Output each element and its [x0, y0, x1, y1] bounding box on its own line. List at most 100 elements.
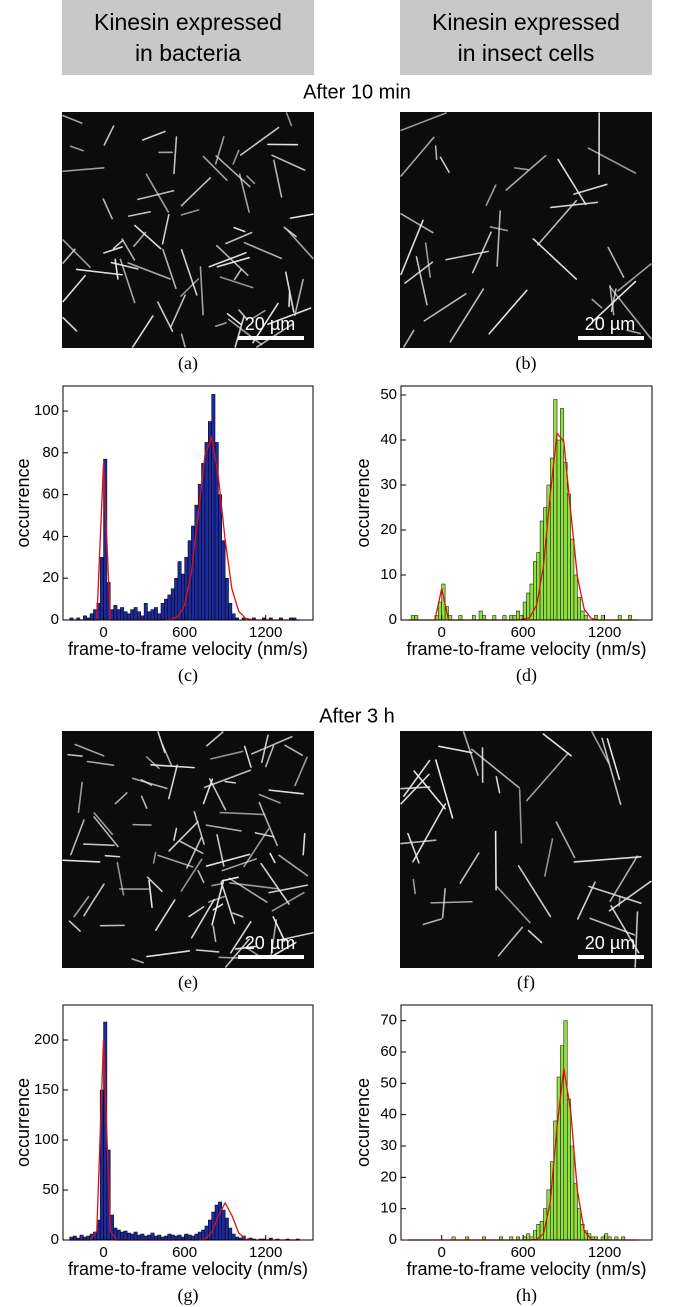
- bar: [231, 1233, 236, 1241]
- filament: [134, 224, 162, 250]
- y-tick-label: 30: [380, 1137, 397, 1154]
- filament: [287, 230, 314, 260]
- bar: [522, 601, 527, 621]
- bar: [120, 1231, 125, 1241]
- filament: [403, 329, 415, 348]
- filament: [190, 898, 215, 939]
- filament: [258, 793, 281, 804]
- filament: [83, 883, 105, 917]
- bar: [566, 493, 571, 621]
- filament: [62, 274, 86, 303]
- filament: [234, 945, 256, 950]
- filament: [210, 750, 244, 760]
- filament: [224, 780, 237, 784]
- filament: [258, 801, 278, 847]
- filament: [154, 899, 176, 932]
- y-axis-label: occurrence: [353, 1078, 373, 1167]
- bar: [570, 1145, 575, 1241]
- bar: [197, 1231, 202, 1241]
- bar: [153, 607, 158, 621]
- bar: [224, 577, 229, 621]
- filament: [145, 173, 170, 213]
- filament: [173, 827, 178, 841]
- filament: [471, 231, 492, 274]
- filament: [73, 895, 90, 918]
- filament: [157, 854, 194, 868]
- x-tick-label: 600: [511, 624, 536, 641]
- filament: [137, 189, 175, 201]
- x-tick-label: 1200: [249, 1244, 282, 1261]
- filament: [103, 125, 115, 146]
- filament: [400, 213, 434, 234]
- filament: [302, 832, 306, 856]
- scale-bar: [238, 336, 304, 340]
- filament: [271, 891, 305, 912]
- bar: [150, 609, 155, 621]
- y-tick-label: 100: [34, 402, 59, 419]
- bar: [628, 615, 632, 621]
- scale-bar-label: 20 µm: [585, 314, 635, 334]
- filament: [226, 313, 242, 326]
- panel-label: (b): [516, 353, 537, 374]
- filament: [517, 865, 552, 918]
- y-tick-label: 100: [34, 1131, 59, 1148]
- bar: [201, 1229, 206, 1241]
- filament: [114, 792, 128, 805]
- filament: [218, 956, 239, 959]
- filament: [270, 941, 297, 958]
- filament: [228, 877, 268, 903]
- y-tick-label: 50: [380, 1074, 397, 1091]
- bar: [478, 610, 483, 621]
- filament: [211, 879, 225, 926]
- filament: [202, 778, 214, 805]
- filament: [197, 869, 205, 883]
- filament: [273, 159, 283, 198]
- filament: [161, 213, 170, 245]
- filament: [214, 322, 227, 328]
- bar: [133, 607, 138, 621]
- filament: [400, 112, 447, 132]
- filament: [412, 878, 416, 895]
- filament: [77, 781, 83, 814]
- bar: [130, 1233, 135, 1241]
- filament: [251, 309, 266, 320]
- filament: [544, 838, 554, 877]
- filament: [573, 856, 642, 863]
- filament: [526, 752, 570, 802]
- filament: [412, 803, 447, 863]
- filament: [169, 294, 186, 329]
- x-tick-label: 600: [172, 1244, 197, 1261]
- filament: [591, 731, 610, 764]
- filament: [179, 840, 204, 855]
- y-tick-label: 80: [42, 444, 59, 461]
- header: in bacteria: [135, 40, 241, 66]
- bar: [184, 1233, 189, 1241]
- filament: [112, 239, 124, 250]
- filament: [404, 261, 434, 284]
- section-title: After 10 min: [303, 81, 411, 103]
- bar: [577, 597, 582, 621]
- bar: [143, 603, 148, 621]
- bar: [164, 598, 168, 621]
- filament: [193, 811, 205, 845]
- filament: [180, 278, 200, 298]
- bar: [577, 1208, 582, 1241]
- filament: [220, 881, 236, 925]
- filament: [278, 854, 309, 877]
- filament: [93, 816, 119, 848]
- filament: [283, 226, 297, 238]
- filament: [555, 821, 576, 859]
- filament: [207, 895, 225, 903]
- filament: [606, 738, 621, 781]
- bar: [208, 421, 212, 621]
- filament: [214, 135, 225, 165]
- y-tick-label: 150: [34, 1081, 59, 1098]
- filament: [233, 226, 246, 233]
- x-tick-label: 1200: [588, 1244, 621, 1261]
- filament: [150, 764, 195, 769]
- filament: [62, 114, 83, 124]
- x-axis-label: frame-to-frame velocity (nm/s): [68, 639, 308, 659]
- filament: [449, 288, 485, 343]
- bar: [160, 603, 165, 621]
